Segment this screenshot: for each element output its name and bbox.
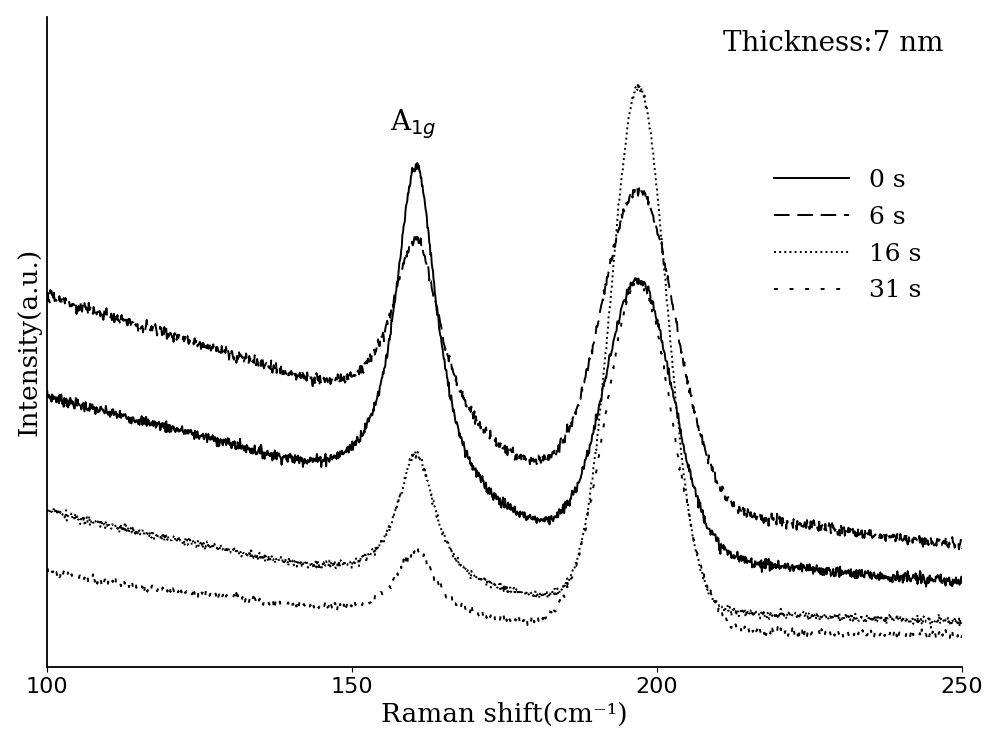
- 31 s: [112, 580, 124, 589]
- 31 s: [448, 595, 460, 604]
- 31 s: [465, 603, 477, 612]
- 16 s: [448, 552, 460, 561]
- 0 s: [956, 578, 968, 587]
- 31 s: [149, 583, 161, 591]
- 0 s: [449, 413, 461, 422]
- 16 s: [149, 532, 161, 541]
- 0 s: [149, 418, 161, 427]
- X-axis label: Raman shift(cm⁻¹): Raman shift(cm⁻¹): [381, 702, 628, 728]
- 16 s: [465, 575, 477, 584]
- Y-axis label: Intensity(a.u.): Intensity(a.u.): [17, 248, 42, 436]
- 0 s: [465, 461, 477, 470]
- 0 s: [562, 497, 574, 506]
- 16 s: [112, 522, 124, 530]
- 31 s: [41, 564, 53, 573]
- 31 s: [915, 635, 927, 644]
- 0 s: [920, 583, 932, 591]
- 6 s: [149, 320, 161, 329]
- Legend: 0 s, 6 s, 16 s, 31 s: 0 s, 6 s, 16 s, 31 s: [764, 159, 931, 312]
- 16 s: [41, 505, 53, 514]
- 0 s: [411, 158, 423, 167]
- Line: 16 s: 16 s: [47, 83, 962, 628]
- 6 s: [562, 431, 574, 440]
- 6 s: [465, 408, 477, 417]
- 0 s: [112, 411, 124, 420]
- 0 s: [430, 299, 442, 308]
- 6 s: [429, 297, 441, 306]
- 16 s: [562, 580, 574, 589]
- Text: A$_{1g}$: A$_{1g}$: [390, 107, 436, 141]
- 6 s: [956, 544, 968, 553]
- 31 s: [956, 631, 968, 640]
- Line: 0 s: 0 s: [47, 163, 962, 587]
- 16 s: [925, 623, 937, 632]
- 0 s: [41, 387, 53, 396]
- Text: Thickness:7 nm: Thickness:7 nm: [723, 30, 944, 57]
- 6 s: [448, 371, 460, 379]
- 31 s: [635, 277, 647, 286]
- 6 s: [41, 291, 53, 300]
- 31 s: [562, 584, 574, 593]
- Line: 6 s: 6 s: [47, 187, 962, 549]
- 31 s: [429, 575, 441, 584]
- 6 s: [631, 183, 643, 192]
- 16 s: [429, 504, 441, 513]
- Line: 31 s: 31 s: [47, 281, 962, 639]
- 6 s: [953, 545, 965, 554]
- 16 s: [956, 617, 968, 626]
- 16 s: [632, 79, 644, 88]
- 6 s: [112, 315, 124, 324]
